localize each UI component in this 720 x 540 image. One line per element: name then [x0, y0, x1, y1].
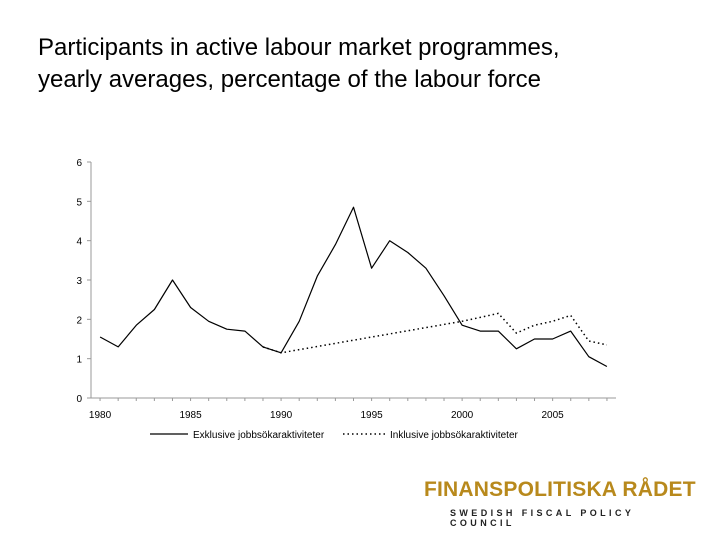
x-tick-label: 1980 — [89, 410, 112, 421]
y-tick-label: 1 — [76, 355, 82, 366]
legend: Exklusive jobbsökaraktiviteter Inklusive … — [150, 430, 519, 441]
series-line-1 — [99, 206, 608, 368]
y-tick-label: 5 — [76, 197, 82, 208]
page-title: Participants in active labour market pro… — [38, 32, 698, 96]
y-tick-label: 6 — [76, 158, 82, 169]
x-tick-label: 1995 — [360, 410, 383, 421]
series-layer — [99, 206, 608, 368]
x-tick-label: 2005 — [542, 410, 565, 421]
title-line-2: yearly averages, percentage of the labou… — [38, 66, 541, 93]
x-tick-label: 2000 — [451, 410, 474, 421]
y-tick-label: 4 — [76, 237, 82, 248]
finanspolitiska-radet-logo: FINANSPOLITISKA RÅDET SWEDISH FISCAL POL… — [424, 478, 704, 528]
y-axis-ticks: 0 1 2 3 4 5 6 — [76, 158, 91, 405]
logo-tagline: SWEDISH FISCAL POLICY COUNCIL — [450, 508, 635, 528]
x-tick-label: 1990 — [270, 410, 293, 421]
legend-label-1: Exklusive jobbsökaraktiviteter — [193, 430, 325, 441]
legend-label-2: Inklusive jobbsökaraktiviteter — [390, 430, 519, 441]
x-tick-label: 1985 — [179, 410, 202, 421]
x-axis-ticks: 1980 1985 1990 1995 2000 2005 — [89, 398, 608, 421]
series-line-2 — [262, 312, 608, 354]
y-tick-label: 2 — [76, 315, 82, 326]
logo-wordmark: FINANSPOLITISKA RÅDET — [424, 478, 696, 501]
y-tick-label: 0 — [76, 394, 82, 405]
title-line-1: Participants in active labour market pro… — [38, 34, 560, 61]
y-tick-label: 3 — [76, 276, 82, 287]
